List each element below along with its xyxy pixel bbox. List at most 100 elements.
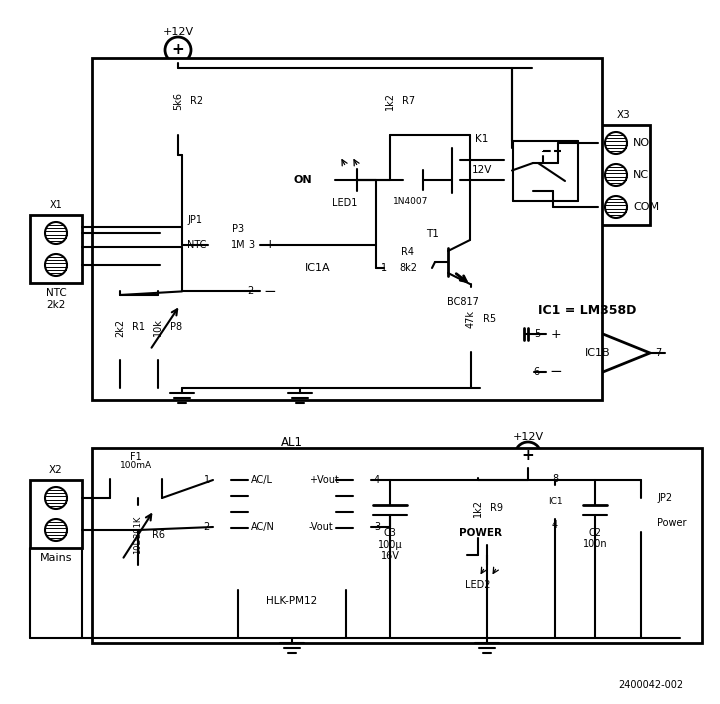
Bar <box>170 68 186 135</box>
Circle shape <box>165 241 177 253</box>
Text: X2: X2 <box>49 465 63 475</box>
Circle shape <box>372 241 379 248</box>
Text: 6: 6 <box>534 367 540 377</box>
Circle shape <box>387 477 394 484</box>
Circle shape <box>387 132 394 139</box>
Text: R6: R6 <box>152 530 165 540</box>
Text: 3: 3 <box>374 522 380 532</box>
Circle shape <box>552 477 559 484</box>
Bar <box>452 148 512 193</box>
Text: 5: 5 <box>534 329 540 339</box>
Text: IC1: IC1 <box>548 498 562 506</box>
Text: R4: R4 <box>402 247 415 257</box>
Text: +: + <box>551 327 562 341</box>
Text: R1: R1 <box>132 322 145 332</box>
Circle shape <box>174 151 181 158</box>
Text: BC817: BC817 <box>447 297 479 307</box>
Text: +: + <box>171 42 184 58</box>
Text: LED1: LED1 <box>333 198 358 208</box>
Bar <box>30 480 82 548</box>
Polygon shape <box>467 545 487 565</box>
Text: 100μ: 100μ <box>378 540 402 550</box>
Circle shape <box>467 384 474 391</box>
Circle shape <box>637 634 644 641</box>
Text: 2: 2 <box>204 522 210 532</box>
Circle shape <box>605 132 627 154</box>
Circle shape <box>165 221 177 233</box>
Text: 1: 1 <box>204 475 210 485</box>
Text: 16V: 16V <box>381 551 400 561</box>
Circle shape <box>155 291 161 298</box>
Text: POWER: POWER <box>459 528 503 538</box>
Circle shape <box>174 65 181 72</box>
Text: +Vout: +Vout <box>309 475 339 485</box>
Circle shape <box>515 442 541 468</box>
Circle shape <box>474 551 482 558</box>
Text: 1M: 1M <box>230 239 246 250</box>
Text: COM: COM <box>633 202 659 212</box>
Circle shape <box>179 244 186 251</box>
Text: 5k6: 5k6 <box>173 92 183 111</box>
Circle shape <box>552 634 559 641</box>
Circle shape <box>484 634 490 641</box>
Text: 100mA: 100mA <box>120 462 152 470</box>
Text: 1: 1 <box>381 263 387 273</box>
Polygon shape <box>546 311 650 395</box>
Text: 2k2: 2k2 <box>115 318 125 337</box>
Circle shape <box>428 265 436 272</box>
Circle shape <box>117 291 124 298</box>
Text: 47k: 47k <box>466 310 476 329</box>
Text: NTC: NTC <box>187 240 207 250</box>
Text: 4: 4 <box>374 475 380 485</box>
Circle shape <box>165 37 191 63</box>
Text: R7: R7 <box>402 96 415 106</box>
Circle shape <box>264 241 271 248</box>
Text: R5: R5 <box>483 315 496 325</box>
Text: 12V: 12V <box>472 165 492 175</box>
Circle shape <box>387 634 394 641</box>
Circle shape <box>508 65 516 72</box>
Circle shape <box>524 477 531 484</box>
Circle shape <box>634 518 648 532</box>
Circle shape <box>605 164 627 186</box>
Text: X3: X3 <box>617 110 631 120</box>
Bar <box>630 488 652 540</box>
Text: +: + <box>521 448 534 463</box>
Bar <box>598 125 650 225</box>
Text: 10k: 10k <box>153 319 163 337</box>
Text: −: − <box>264 284 276 299</box>
Text: JP1: JP1 <box>187 215 202 225</box>
Circle shape <box>634 498 648 512</box>
Bar <box>208 236 268 253</box>
Text: AC/L: AC/L <box>251 475 273 485</box>
Text: P8: P8 <box>170 322 182 332</box>
Text: 100n: 100n <box>582 539 607 549</box>
Circle shape <box>449 177 456 184</box>
Circle shape <box>179 241 186 248</box>
Circle shape <box>158 494 166 501</box>
Text: 2k2: 2k2 <box>46 300 66 310</box>
Circle shape <box>45 222 67 244</box>
Bar <box>150 295 166 360</box>
Text: IC1B: IC1B <box>585 348 611 358</box>
Circle shape <box>467 132 474 139</box>
Text: +12V: +12V <box>513 432 544 442</box>
Text: NTC: NTC <box>45 288 66 298</box>
Circle shape <box>117 384 124 391</box>
Circle shape <box>605 196 627 218</box>
Text: X1: X1 <box>50 200 63 210</box>
Circle shape <box>637 477 644 484</box>
Bar <box>160 210 182 262</box>
Text: IC1 = LM358D: IC1 = LM358D <box>538 303 636 317</box>
Bar <box>110 470 162 488</box>
Text: T1: T1 <box>426 229 439 239</box>
Circle shape <box>528 186 538 196</box>
Circle shape <box>592 634 598 641</box>
Bar <box>213 452 371 590</box>
Text: 1k2: 1k2 <box>473 499 483 517</box>
Circle shape <box>155 384 161 391</box>
Circle shape <box>387 524 394 531</box>
Text: LED2: LED2 <box>465 580 491 590</box>
Bar <box>382 68 398 135</box>
Polygon shape <box>403 170 423 190</box>
